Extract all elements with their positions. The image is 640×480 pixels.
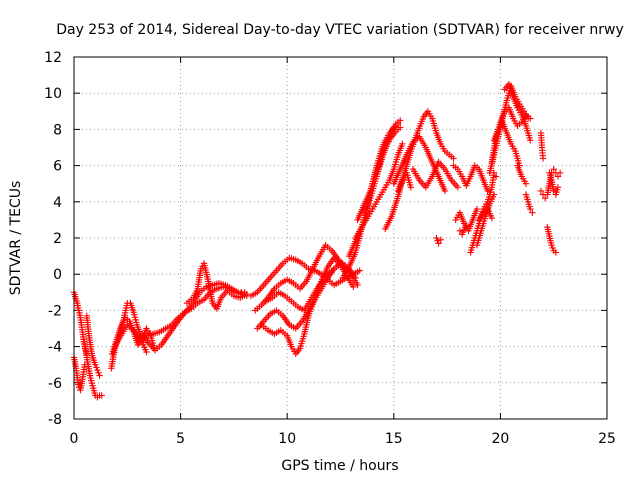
data-points — [70, 80, 564, 401]
data-point — [92, 361, 99, 368]
data-point — [549, 244, 556, 252]
data-point — [554, 184, 562, 191]
y-tick-label: -2 — [48, 303, 62, 319]
chart-title: Day 253 of 2014, Sidereal Day-to-day VTE… — [56, 22, 624, 38]
data-point — [473, 205, 481, 213]
y-tick-label: 2 — [53, 231, 62, 247]
data-point — [484, 187, 491, 195]
x-tick-label: 25 — [598, 431, 616, 447]
data-point — [548, 242, 555, 249]
y-tick-label: 4 — [53, 195, 62, 211]
data-point — [441, 187, 449, 195]
data-point — [527, 137, 534, 144]
data-point — [488, 214, 496, 222]
plot-frame — [73, 56, 608, 420]
data-point — [522, 180, 530, 187]
x-tick-label: 0 — [70, 431, 79, 447]
data-point — [143, 348, 150, 356]
y-tick-labels: -8 -6 -4 -2 0 2 4 6 8 10 12 — [44, 50, 62, 428]
data-point — [435, 240, 442, 247]
data-point — [550, 166, 557, 173]
data-point — [541, 194, 549, 202]
data-point — [490, 191, 498, 198]
data-point — [454, 184, 461, 191]
data-point — [456, 227, 464, 234]
y-tick-label: 8 — [53, 122, 62, 138]
data-point — [356, 267, 363, 274]
data-point — [539, 155, 547, 162]
y-tick-label: 12 — [44, 50, 62, 66]
x-tick-label: 5 — [176, 431, 185, 447]
data-point — [437, 236, 444, 244]
x-axis-label: GPS time / hours — [281, 458, 398, 474]
data-point — [492, 173, 500, 180]
data-point — [463, 222, 470, 229]
data-point — [93, 364, 100, 371]
y-axis-label: SDTVAR / TECUs — [8, 181, 24, 296]
x-tick-label: 20 — [491, 431, 509, 447]
y-tick-label: -4 — [48, 340, 62, 356]
data-point — [94, 366, 101, 374]
data-point — [434, 237, 441, 244]
data-point — [95, 369, 102, 377]
y-tick-label: 6 — [53, 159, 62, 175]
data-point — [450, 155, 457, 162]
y-tick-label: 10 — [44, 86, 62, 102]
data-point — [556, 169, 564, 177]
data-point — [243, 290, 250, 298]
x-tick-label: 10 — [278, 431, 296, 447]
data-point — [527, 115, 534, 122]
data-point — [529, 209, 536, 216]
data-point — [352, 274, 359, 282]
x-tick-label: 15 — [385, 431, 403, 447]
data-point — [537, 187, 545, 195]
data-point — [552, 249, 560, 256]
y-tick-label: 0 — [53, 267, 62, 283]
data-point — [98, 392, 105, 399]
data-point — [527, 205, 534, 213]
data-point — [75, 381, 82, 388]
y-tick-label: -8 — [48, 412, 62, 428]
data-point — [433, 234, 440, 242]
x-tick-labels: 0 5 10 15 20 25 — [70, 431, 616, 447]
data-point — [396, 124, 404, 131]
data-point — [550, 187, 557, 195]
data-point — [96, 372, 103, 379]
data-point — [350, 283, 357, 291]
data-point — [554, 173, 562, 180]
data-point — [354, 281, 361, 289]
data-point — [407, 184, 415, 191]
data-point — [399, 140, 406, 148]
data-point — [396, 117, 404, 124]
y-tick-label: -6 — [48, 376, 62, 392]
